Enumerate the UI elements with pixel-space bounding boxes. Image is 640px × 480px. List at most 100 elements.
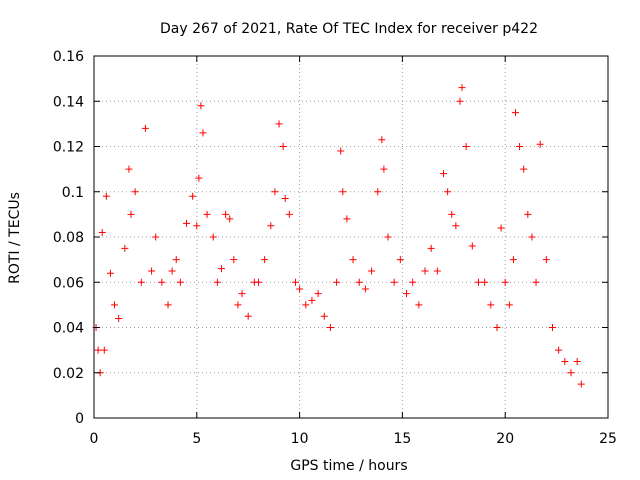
data-point: [458, 84, 466, 92]
data-point: [573, 357, 581, 365]
data-point: [511, 109, 519, 117]
data-point: [444, 188, 452, 196]
data-point: [172, 256, 180, 264]
data-point: [213, 278, 221, 286]
data-point: [279, 143, 287, 150]
data-point: [516, 143, 524, 150]
data-point: [183, 219, 191, 227]
y-tick-label: 0.16: [53, 49, 84, 65]
data-point: [468, 242, 476, 250]
data-point: [238, 290, 246, 298]
y-tick-label: 0: [75, 411, 84, 427]
data-point: [176, 278, 184, 286]
data-point: [427, 244, 435, 252]
y-tick-label: 0.02: [53, 366, 84, 382]
data-point: [548, 324, 556, 331]
data-point: [448, 210, 456, 218]
data-point: [137, 278, 145, 286]
data-point: [296, 285, 304, 293]
data-point: [197, 102, 205, 110]
data-point: [368, 267, 376, 275]
data-point: [567, 369, 575, 377]
data-point: [285, 210, 293, 218]
data-point: [141, 124, 149, 132]
data-point: [244, 312, 252, 320]
data-point: [203, 210, 211, 218]
data-point: [440, 170, 448, 178]
data-point: [542, 256, 550, 264]
data-point: [343, 215, 351, 223]
y-tick-label: 0.12: [53, 140, 84, 156]
data-point: [195, 174, 203, 182]
y-axis-label: ROTI / TECUs: [7, 192, 23, 284]
data-point: [433, 267, 441, 275]
data-point: [501, 278, 509, 286]
data-point: [374, 188, 382, 196]
data-point: [396, 256, 404, 264]
data-point: [100, 346, 108, 354]
data-point: [275, 120, 283, 128]
data-point: [121, 244, 129, 252]
data-point: [199, 129, 207, 137]
data-point: [421, 267, 429, 275]
y-tick-label: 0.1: [62, 185, 84, 201]
data-point: [384, 233, 392, 241]
data-point: [111, 301, 119, 309]
data-point: [361, 285, 369, 293]
data-point: [230, 256, 238, 264]
data-point: [326, 324, 334, 331]
y-tick-label: 0.04: [53, 321, 84, 337]
data-point: [532, 278, 540, 286]
data-point: [493, 324, 501, 331]
data-points: [92, 84, 585, 388]
x-tick-label: 20: [496, 431, 514, 447]
y-tick-label: 0.06: [53, 275, 84, 291]
data-point: [555, 346, 563, 354]
x-tick-label: 5: [192, 431, 201, 447]
data-point: [487, 301, 495, 309]
data-point: [577, 380, 585, 388]
x-tick-label: 25: [599, 431, 617, 447]
data-point: [127, 210, 135, 218]
data-point: [524, 210, 532, 218]
data-point: [409, 278, 417, 286]
data-point: [131, 188, 139, 196]
data-point: [94, 346, 102, 354]
data-point: [302, 301, 310, 309]
data-point: [217, 265, 225, 273]
data-point: [415, 301, 423, 309]
data-point: [158, 278, 166, 286]
data-point: [349, 256, 357, 264]
data-point: [337, 147, 345, 155]
data-point: [148, 267, 156, 275]
data-point: [333, 278, 341, 286]
data-point: [497, 224, 505, 232]
data-point: [291, 278, 299, 286]
data-point: [115, 314, 123, 322]
x-tick-label: 0: [90, 431, 99, 447]
data-point: [378, 136, 386, 144]
data-point: [98, 228, 106, 236]
data-point: [193, 222, 201, 230]
data-point: [308, 296, 316, 304]
data-point: [528, 233, 536, 241]
data-point: [481, 278, 489, 286]
data-point: [536, 140, 544, 148]
x-tick-label: 10: [291, 431, 309, 447]
y-axis-ticks: 0 0.02 0.04 0.06 0.08 0.1 0.12 0.14 0.16: [53, 49, 608, 427]
data-point: [380, 165, 388, 173]
data-point: [168, 267, 176, 275]
data-point: [164, 301, 172, 309]
data-point: [390, 278, 398, 286]
data-point: [234, 301, 242, 309]
data-point: [281, 195, 289, 203]
data-point: [509, 256, 517, 264]
data-point: [209, 233, 217, 241]
data-point: [261, 256, 269, 264]
x-axis-label: GPS time / hours: [290, 458, 407, 474]
data-point: [106, 269, 114, 277]
x-axis-ticks: 0 5 10 15 20 25: [90, 56, 617, 447]
data-point: [403, 290, 411, 298]
data-point: [505, 301, 513, 309]
